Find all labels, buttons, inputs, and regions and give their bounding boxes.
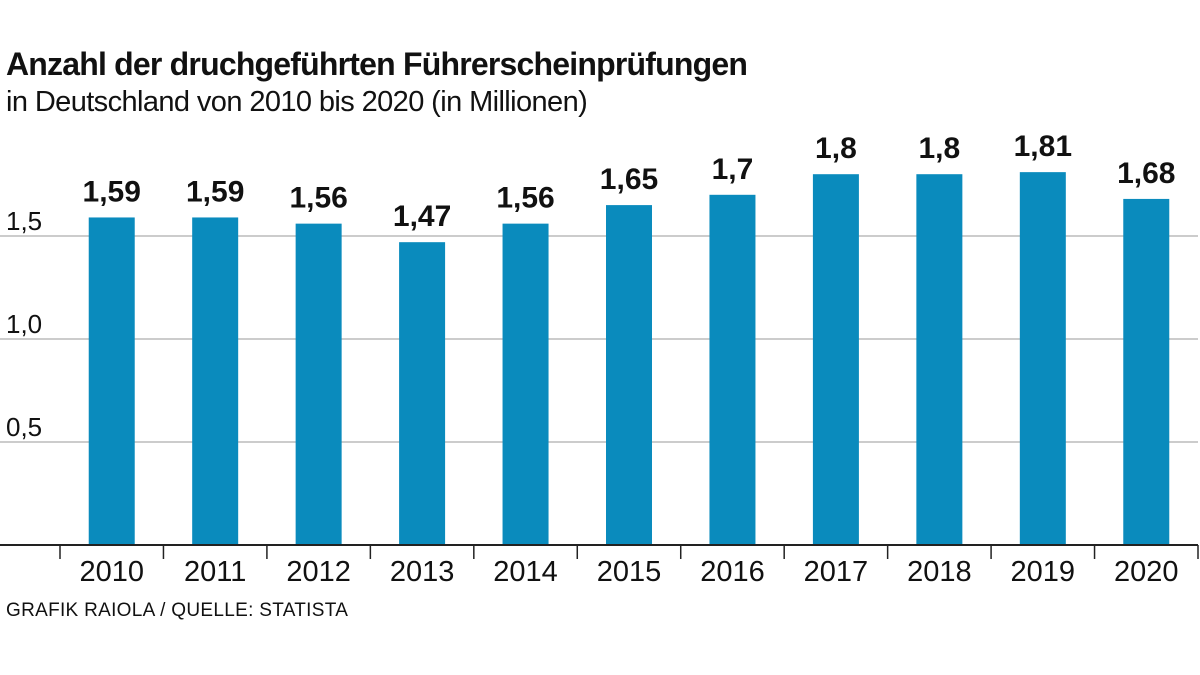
bar-2019 [1019,172,1066,545]
value-label-2016: 1,7 [712,153,754,186]
bar-2012 [295,223,342,545]
bar-2015 [606,205,652,545]
value-label-2020: 1,68 [1117,157,1175,190]
bar-2013 [399,242,446,545]
chart-subtitle: in Deutschland von 2010 bis 2020 (in Mil… [6,86,588,118]
source-note: GRAFIK RAIOLA / QUELLE: STATISTA [6,600,349,621]
value-label-2015: 1,65 [600,163,658,196]
x-tick-label-2013: 2013 [390,556,455,588]
bar-2020 [1123,198,1170,546]
bar-2014 [502,223,549,545]
x-tick-label-2019: 2019 [1011,556,1076,588]
value-label-2014: 1,56 [496,182,554,215]
value-label-2018: 1,8 [919,132,961,165]
x-tick-label-2010: 2010 [79,556,144,588]
value-label-2011: 1,59 [186,175,244,208]
bar-2017 [812,174,859,545]
y-tick-label: 1,5 [6,206,42,236]
x-tick-label-2014: 2014 [493,556,558,588]
x-axis [0,544,1199,559]
bar-2010 [88,217,135,545]
value-label-2013: 1,47 [393,200,451,233]
x-tick-label-2015: 2015 [597,556,662,588]
bar-2016 [709,194,756,546]
x-tick-label-2011: 2011 [184,556,246,588]
y-tick-label: 0,5 [6,412,42,442]
chart-title: Anzahl der druchgeführten Führerscheinpr… [6,46,748,82]
x-tick-label-2016: 2016 [700,556,765,588]
x-tick-label-2020: 2020 [1114,556,1179,588]
grid-lines [0,235,1198,443]
labels: 0,5 1,0 1,5 1,59 2010 1,59 2011 1,56 2012 1,47 201… [6,130,1179,588]
y-tick-label: 1,0 [6,309,42,339]
x-tick-label-2018: 2018 [907,556,972,588]
value-label-2010: 1,59 [83,175,141,208]
x-tick-label-2017: 2017 [804,556,869,588]
value-label-2017: 1,8 [815,132,857,165]
value-label-2019: 1,81 [1014,130,1072,163]
bar-2018 [916,174,963,545]
value-label-2012: 1,56 [289,182,347,215]
bar-2011 [192,217,239,545]
x-tick-label-2012: 2012 [286,556,351,588]
bars [88,172,1170,546]
